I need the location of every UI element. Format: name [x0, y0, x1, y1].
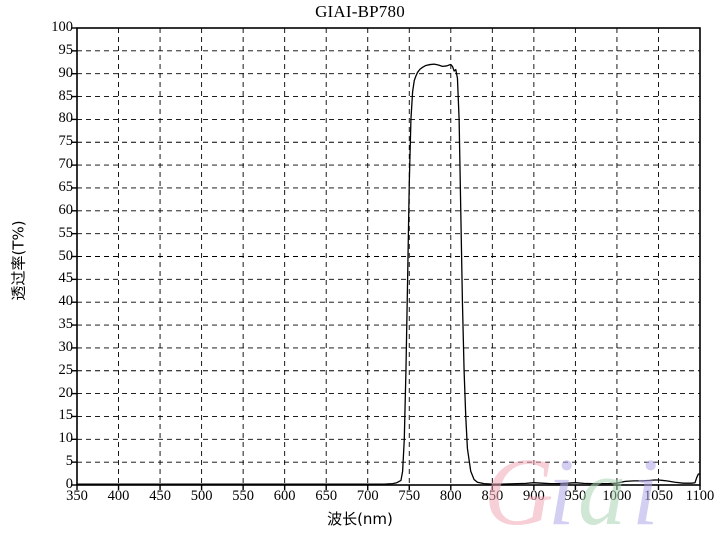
- transmission-curve: [76, 63, 701, 485]
- x-tick-label: 1050: [643, 488, 673, 504]
- gridlines: [77, 28, 700, 485]
- x-tick-label: 450: [149, 488, 171, 504]
- x-tick-label: 950: [564, 488, 587, 504]
- y-tick-label: 70: [58, 156, 74, 173]
- y-tick-label: 90: [58, 64, 74, 81]
- chart-title: GIAI-BP780: [315, 2, 405, 21]
- x-tick-label: 800: [439, 488, 462, 504]
- x-tick-label: 650: [315, 488, 338, 504]
- x-tick-label: 850: [481, 488, 504, 504]
- x-tick-label: 1000: [602, 488, 632, 504]
- y-tick-label: 95: [58, 41, 74, 58]
- y-tick-label: 85: [58, 87, 74, 104]
- y-tick-label: 40: [58, 293, 74, 310]
- y-tick-label: 20: [58, 384, 74, 401]
- y-tick-label: 55: [58, 224, 74, 241]
- x-tick-label: 750: [398, 488, 421, 504]
- x-axis-label: 波长(nm): [327, 510, 393, 528]
- y-tick-label: 65: [58, 178, 74, 195]
- y-tick-label: 35: [58, 316, 74, 333]
- y-tick-label: 25: [58, 361, 74, 378]
- x-tick-label: 400: [107, 488, 130, 504]
- y-tick-label: 100: [51, 19, 73, 35]
- y-tick-label: 50: [58, 247, 74, 264]
- y-tick-label: 30: [58, 338, 74, 355]
- x-tick-label: 500: [190, 488, 213, 504]
- y-tick-label: 15: [58, 407, 74, 424]
- x-tick-label: 900: [522, 488, 545, 504]
- x-tick-label: 1100: [685, 488, 715, 504]
- y-tick-label: 75: [58, 133, 74, 150]
- x-axis-tick-labels: 350 400 450 500 550 600 650 700 750 800 850 900 950 1…: [0, 489, 720, 511]
- y-tick-label: 60: [58, 201, 74, 218]
- plot-frame: [76, 27, 701, 486]
- y-tick-label: 5: [65, 453, 73, 470]
- y-tick-label: 10: [58, 430, 74, 447]
- y-tick-label: 45: [58, 270, 74, 287]
- x-tick-label: 350: [66, 488, 88, 504]
- x-tick-label: 600: [273, 488, 296, 504]
- x-tick-label: 700: [356, 488, 379, 504]
- x-tick-label: 550: [232, 488, 254, 504]
- y-tick-label: 80: [58, 110, 74, 127]
- y-tick-label: 0: [65, 476, 73, 492]
- axis-ticks: [72, 27, 701, 490]
- y-axis-tick-labels: 0 5 10 15 20 25 30 35 40 45 50 55 60 65 70 75 80 85 90 95 10…: [29, 0, 73, 533]
- y-axis-label: 透过率(T%): [9, 220, 28, 301]
